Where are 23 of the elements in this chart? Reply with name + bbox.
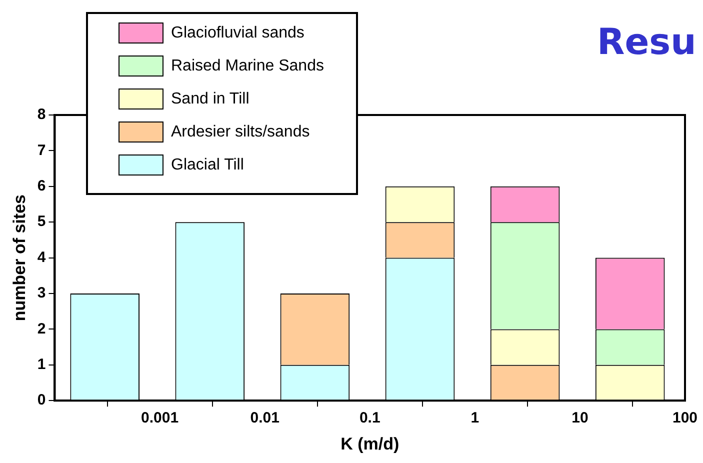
legend-label: Glaciofluvial sands <box>171 24 304 42</box>
y-tick-label: 5 <box>37 213 46 230</box>
legend-label: Ardesier silts/sands <box>171 123 310 140</box>
y-tick-label: 1 <box>37 356 46 374</box>
x-tick-label: 100 <box>672 410 698 427</box>
x-axis-title: K (m/d) <box>340 434 400 454</box>
legend-label: Sand in Till <box>171 90 250 108</box>
y-tick-label: 7 <box>37 142 46 159</box>
y-tick-label: 4 <box>37 248 46 266</box>
x-tick-label: 0.001 <box>141 410 179 427</box>
y-tick-label: 0 <box>37 392 46 409</box>
legend-label: Glacial Till <box>171 156 244 174</box>
y-tick-label: 3 <box>37 284 46 302</box>
y-tick-label: 2 <box>37 320 46 338</box>
x-tick-label: 0.1 <box>359 410 380 427</box>
y-axis-title: number of sites <box>10 194 29 322</box>
chart-title: Resu <box>597 22 696 63</box>
x-tick-label: 1 <box>470 410 480 427</box>
y-tick-label: 8 <box>37 106 46 124</box>
y-tick-label: 6 <box>37 178 46 195</box>
legend-label: Raised Marine Sands <box>171 57 324 74</box>
x-tick-label: 10 <box>572 410 588 427</box>
x-tick-label: 0.01 <box>250 410 280 427</box>
